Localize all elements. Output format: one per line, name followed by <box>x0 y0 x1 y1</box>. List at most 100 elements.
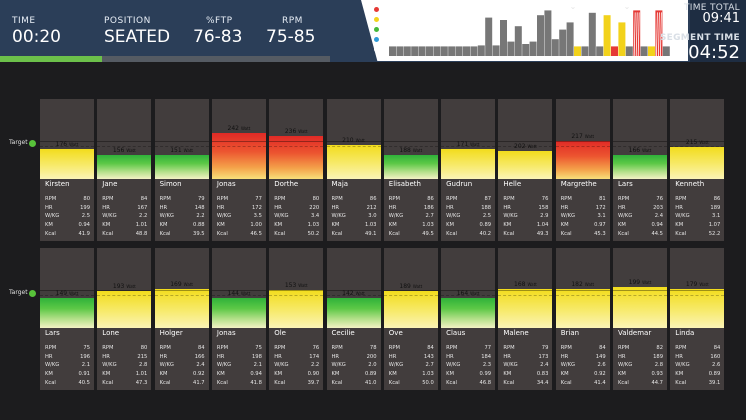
rider-stat-rpm: RPM 76 <box>618 196 663 202</box>
stat-label: W/KG <box>675 213 690 220</box>
watt-readout: 176 Watt <box>40 141 94 148</box>
rider-card: 166 Watt Lars RPM 76 HR 203 W/KG 2.4 KM 0.94 Kcal 44… <box>613 99 667 241</box>
target-line <box>383 290 438 291</box>
rider-name: Margrethe <box>560 180 597 188</box>
rider-name: Gudrun <box>446 180 473 188</box>
stat-label: RPM <box>159 196 171 202</box>
target-line <box>40 146 94 147</box>
rider-stat-hr: HR 189 <box>675 205 720 211</box>
power-bar <box>97 291 152 328</box>
rider-name: Dorthe <box>274 180 299 188</box>
stat-value: 199 <box>80 204 90 211</box>
target-line <box>383 141 438 142</box>
target-line <box>441 290 496 291</box>
rider-stat-hr: HR 148 <box>160 205 205 211</box>
stat-value: 41.9 <box>78 230 90 237</box>
rider-stat-kcal: Kcal 47.3 <box>102 380 147 386</box>
stat-label: KM <box>274 371 283 378</box>
rider-stat-wkg: W/KG 2.6 <box>675 362 720 368</box>
time-total-label: TIME TOTAL <box>683 3 740 13</box>
target-line <box>211 295 266 296</box>
zone-legend-dot <box>374 27 379 32</box>
stat-label: Kcal <box>560 230 572 237</box>
stat-label: KM <box>45 222 53 229</box>
stat-value: 160 <box>710 353 721 360</box>
stat-value: 0.88 <box>193 222 205 229</box>
stat-label: HR <box>102 204 110 211</box>
rider-stat-rpm: RPM 80 <box>102 345 147 351</box>
stat-value: 1.01 <box>135 222 148 229</box>
rider-stat-rpm: RPM 76 <box>274 345 319 351</box>
stat-label: W/KG <box>675 362 690 369</box>
stat-value: 1.07 <box>708 222 721 229</box>
target-line <box>326 295 381 296</box>
segment-bar <box>403 46 411 56</box>
rider-stat-rpm: RPM 77 <box>446 345 491 351</box>
stat-label: W/KG <box>274 362 289 369</box>
rider-name: Ove <box>388 329 403 337</box>
target-line <box>441 295 496 296</box>
rider-stat-km: KM 0.93 <box>618 371 663 377</box>
stat-label: KM <box>503 371 512 378</box>
stat-value: 0.90 <box>307 371 320 378</box>
stat-label: W/KG <box>102 362 117 369</box>
watt-value: 182 <box>571 280 583 288</box>
stat-value: 86 <box>713 196 721 202</box>
power-bar <box>211 133 266 179</box>
segment-bar <box>596 46 604 56</box>
stat-value: 79 <box>541 345 549 351</box>
segment-bar <box>433 46 441 56</box>
rider-stat-rpm: RPM 82 <box>618 345 663 351</box>
stat-value: 2.2 <box>196 213 205 220</box>
rider-name: Cecilie <box>331 329 355 337</box>
stat-label: W/KG <box>274 213 289 220</box>
rider-card: 156 Watt Jane RPM 84 HR 167 W/KG 2.2 KM 1.01 Kcal 48… <box>97 99 152 241</box>
target-line <box>211 141 266 142</box>
watt-value: 242 <box>227 125 239 133</box>
watt-readout: 210 Watt <box>327 137 381 144</box>
stat-label: KM <box>159 371 168 378</box>
watt-unit: Watt <box>355 137 365 143</box>
segment-bar <box>544 10 552 56</box>
stat-label: Kcal <box>102 379 114 386</box>
rider-stat-kcal: Kcal 39.7 <box>274 380 319 386</box>
stat-value: 46.5 <box>250 230 262 237</box>
rider-stat-rpm: RPM 84 <box>160 345 205 351</box>
watt-readout: 179 Watt <box>670 281 724 288</box>
stat-label: Kcal <box>274 379 286 386</box>
watt-unit: Watt <box>126 284 136 290</box>
watt-readout: 151 Watt <box>155 147 209 154</box>
target-line <box>269 290 324 291</box>
stat-value: 1.03 <box>422 371 434 378</box>
power-bar <box>670 288 725 328</box>
stat-label: W/KG <box>503 362 518 369</box>
rider-stat-hr: HR 189 <box>618 354 663 360</box>
stat-label: W/KG <box>159 362 174 369</box>
rider-stat-kcal: Kcal 46.5 <box>217 231 262 237</box>
rider-stat-wkg: W/KG 3.1 <box>675 213 720 219</box>
rider-stat-km: KM 1.03 <box>274 222 319 228</box>
stat-label: HR <box>675 353 683 360</box>
stat-label: RPM <box>446 196 458 202</box>
rider-stat-kcal: Kcal 41.4 <box>561 380 606 386</box>
power-bar <box>383 155 438 179</box>
rider-card: 168 Watt Malene RPM 79 HR 173 W/KG 2.4 KM 0.83 Kcal… <box>498 248 553 390</box>
watt-value: 179 <box>685 280 698 288</box>
stat-label: RPM <box>618 196 630 202</box>
stat-label: W/KG <box>388 362 404 369</box>
stat-label: Kcal <box>159 379 171 386</box>
stat-value: 188 <box>481 204 492 211</box>
stat-label: HR <box>618 353 626 360</box>
stat-value: 1.00 <box>250 222 262 229</box>
segment-bar <box>551 39 559 56</box>
watt-value: 149 <box>55 290 68 298</box>
segment-bar <box>396 46 404 56</box>
power-bar <box>498 151 553 179</box>
stat-label: W/KG <box>45 362 60 369</box>
stat-value: 39.5 <box>193 230 205 237</box>
rider-stat-km: KM 1.03 <box>389 371 434 377</box>
stat-label: Kcal <box>618 230 629 237</box>
rider-stat-wkg: W/KG 2.2 <box>102 213 147 219</box>
watt-readout: 236 Watt <box>269 128 323 135</box>
zone-legend-dot <box>374 17 379 22</box>
